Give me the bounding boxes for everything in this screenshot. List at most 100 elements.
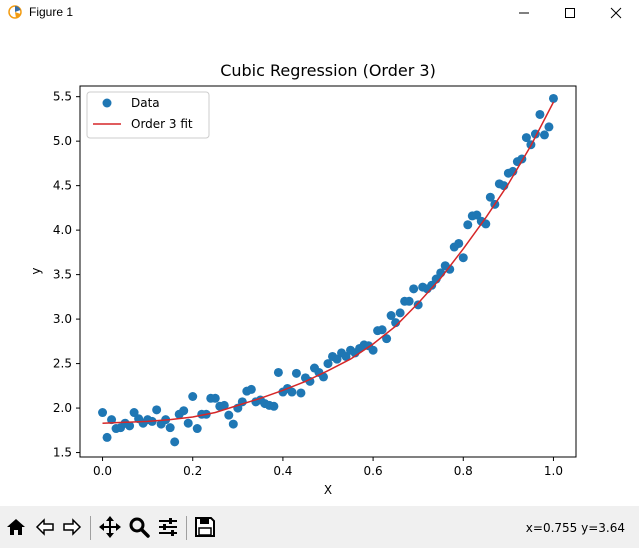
data-point [377,325,387,335]
move-icon [99,516,121,538]
data-point [246,384,256,394]
data-point [287,387,297,397]
data-point [107,415,117,425]
toolbar-separator [90,516,91,540]
back-button[interactable] [32,514,58,540]
x-tick-label: 0.6 [364,464,383,478]
pan-button[interactable] [97,514,123,540]
y-tick-label: 4.0 [53,223,72,237]
x-tick-label: 0.8 [454,464,473,478]
data-point [102,432,112,442]
y-tick-label: 5.5 [53,90,72,104]
legend: Data Order 3 fit [86,91,210,139]
home-icon [7,519,25,535]
data-point [341,351,351,361]
y-tick-label: 3.0 [53,312,72,326]
data-point [409,284,419,294]
data-point [445,264,455,274]
home-button[interactable] [3,514,29,540]
data-point [458,253,468,263]
forward-arrow-icon [63,518,82,536]
data-point [192,424,202,434]
legend-box [86,91,210,139]
axes-frame [79,85,577,458]
y-tick-label: 5.0 [53,134,72,148]
zoom-button[interactable] [126,514,152,540]
data-point [386,311,396,321]
magnifier-icon [129,517,150,538]
chart-svg: Cubic Regression (Order 3) 0.0 0.2 0.4 0.6 0… [29,61,577,497]
x-axis-label: X [324,483,332,497]
data-point [382,334,392,344]
fit-line [102,101,555,424]
data-point [485,192,495,202]
figure-canvas[interactable]: Cubic Regression (Order 3) 0.0 0.2 0.4 0.6 0… [0,25,639,506]
minimize-button[interactable] [501,0,547,25]
data-point [544,122,554,132]
data-point [179,406,189,416]
data-point [395,308,405,318]
y-tick-label: 1.5 [53,446,72,460]
navigation-toolbar: x=0.755 y=3.64 [0,506,639,548]
close-button[interactable] [593,0,639,25]
toolbar-separator [186,516,187,540]
maximize-icon [565,7,575,18]
data-point [472,210,482,220]
legend-data-label: Data [131,96,160,110]
plot-area [98,93,558,447]
data-point [269,401,279,411]
data-point [228,419,238,429]
data-point [291,368,301,378]
minimize-icon [519,12,529,13]
data-point [183,418,193,428]
x-tick-label: 0.4 [273,464,292,478]
data-point [521,133,531,143]
cursor-coordinates: x=0.755 y=3.64 [525,521,625,535]
x-tick-label: 0.0 [93,464,112,478]
data-point [125,421,135,431]
legend-fit-label: Order 3 fit [131,117,193,131]
x-tick-label: 1.0 [544,464,563,478]
data-point [368,345,378,355]
save-button[interactable] [192,514,218,540]
data-point [539,130,549,140]
x-tick-label: 0.2 [183,464,202,478]
close-icon [610,7,622,18]
data-point [210,393,220,403]
data-point [98,408,108,418]
forward-button[interactable] [59,514,85,540]
sliders-icon [159,518,177,536]
data-point [152,405,162,415]
maximize-button[interactable] [547,0,593,25]
matplotlib-app-icon [8,5,22,19]
axis-ticks: 0.0 0.2 0.4 0.6 0.8 1.0 1.5 2.0 2.5 3.0 3.5 4.0 4.5 5… [53,90,563,478]
y-tick-label: 2.5 [53,357,72,371]
data-point [454,238,464,248]
y-tick-label: 2.0 [53,401,72,415]
chart-title: Cubic Regression (Order 3) [220,61,436,80]
y-tick-label: 4.5 [53,179,72,193]
data-point [305,376,315,386]
data-point [323,359,333,369]
data-point [188,392,198,402]
data-point [165,423,175,433]
data-point [332,354,342,364]
legend-data-marker [102,98,112,108]
window-title: Figure 1 [29,5,74,19]
data-point [129,408,139,418]
y-axis-label: y [29,267,43,274]
y-tick-label: 3.5 [53,268,72,282]
back-arrow-icon [35,518,54,536]
data-point [219,400,229,410]
data-point [535,109,545,119]
configure-subplots-button[interactable] [155,514,181,540]
data-point [224,410,234,420]
data-point [404,296,414,306]
data-point [296,388,306,398]
data-point [427,280,437,290]
data-point [463,220,473,230]
data-point [273,367,283,377]
data-point [548,93,558,103]
floppy-disk-icon [195,517,215,537]
window-titlebar: Figure 1 [0,0,639,25]
